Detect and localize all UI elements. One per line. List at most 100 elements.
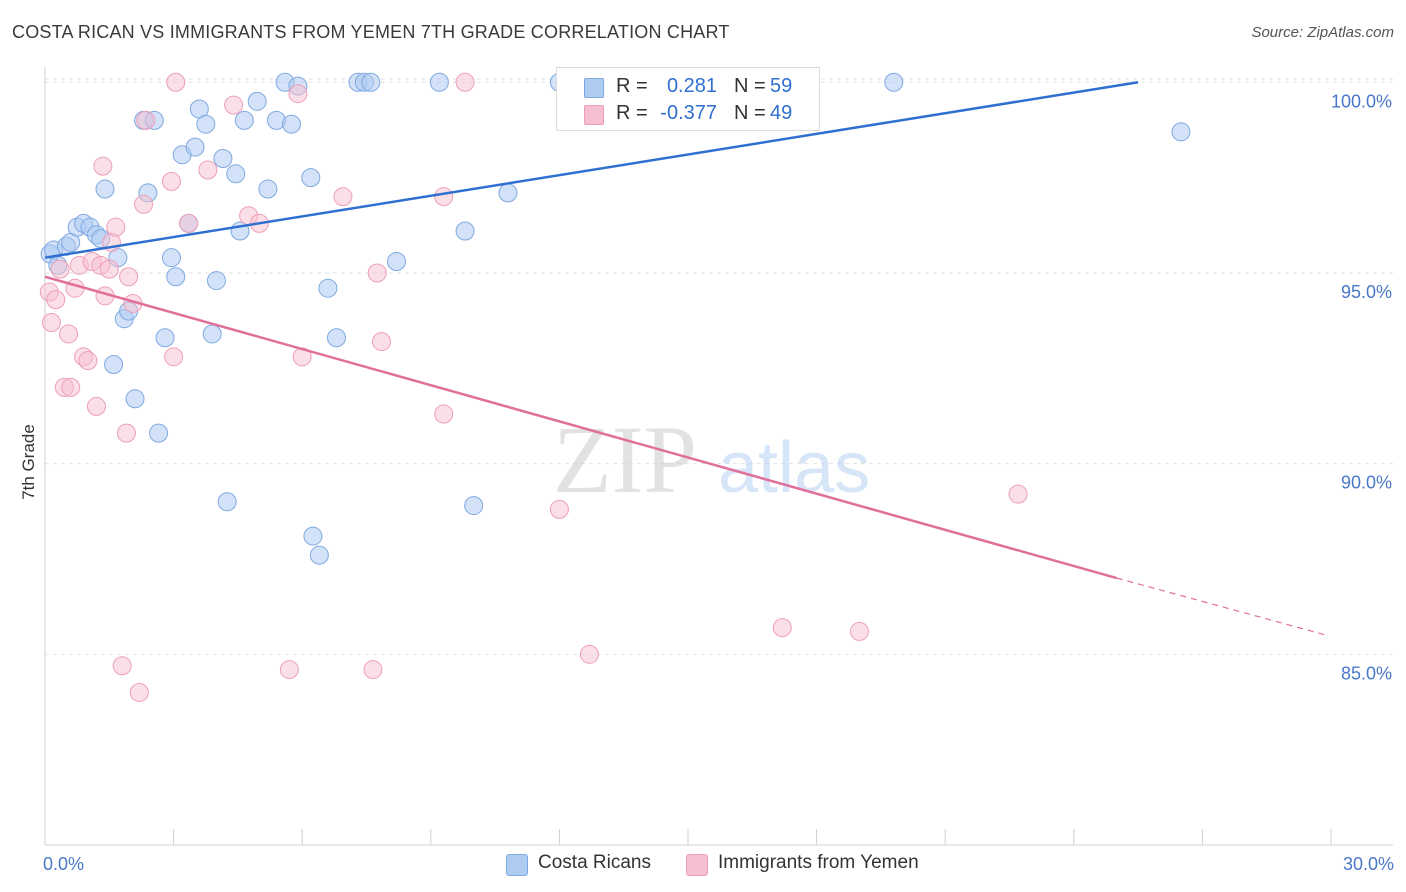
- data-point-costa-ricans: [455, 221, 475, 241]
- legend-r-value: 0.281: [666, 75, 717, 97]
- data-point-costa-ricans: [884, 72, 904, 92]
- watermark: ZIP atlas: [553, 406, 870, 513]
- data-point-yemen: [61, 377, 81, 397]
- legend-r-label: R =: [616, 102, 648, 124]
- data-point-yemen: [166, 72, 186, 92]
- data-point-costa-ricans: [226, 164, 246, 184]
- data-point-costa-ricans: [498, 183, 518, 203]
- data-point-costa-ricans: [258, 179, 278, 199]
- axes: [44, 67, 1393, 846]
- bottom-legend-swatch-blue: [506, 854, 528, 876]
- data-point-costa-ricans: [149, 423, 169, 443]
- data-point-costa-ricans: [213, 149, 233, 169]
- trend-line-yemen: [44, 275, 1118, 580]
- data-point-yemen: [849, 621, 869, 641]
- legend-swatch-blue: [584, 78, 604, 98]
- y-tick-label: 85.0%: [1341, 663, 1392, 683]
- data-point-costa-ricans: [166, 267, 186, 287]
- data-point-yemen: [86, 396, 106, 416]
- legend-n-label: N =: [734, 102, 766, 124]
- y-tick-label: 95.0%: [1341, 282, 1392, 302]
- bottom-legend-swatch-pink: [686, 854, 708, 876]
- legend-row-costa-ricans: R = 0.281 N = 59: [557, 73, 819, 101]
- trend-lines: [44, 81, 1327, 636]
- data-point-costa-ricans: [155, 328, 175, 348]
- data-point-yemen: [363, 660, 383, 680]
- bottom-legend-label: Costa Ricans: [538, 852, 651, 873]
- source-label: Source: ZipAtlas.com: [1251, 24, 1394, 41]
- series-costa-ricans: [40, 72, 1191, 565]
- watermark-atlas: atlas: [718, 428, 870, 508]
- data-point-yemen: [112, 656, 132, 676]
- data-point-yemen: [1008, 484, 1028, 504]
- data-point-costa-ricans: [206, 271, 226, 291]
- data-point-yemen: [93, 156, 113, 176]
- tick-labels: 7th Grade 85.0% 90.0% 95.0% 100.0% 0.0% 30.0%: [19, 91, 1394, 874]
- data-point-yemen: [367, 263, 387, 283]
- data-point-costa-ricans: [281, 114, 301, 134]
- data-point-yemen: [333, 187, 353, 207]
- data-point-costa-ricans: [464, 496, 484, 516]
- grid: [45, 78, 1393, 655]
- data-point-yemen: [372, 332, 392, 352]
- legend-n-value: 49: [770, 102, 793, 124]
- legend-n-label: N =: [734, 75, 766, 97]
- series-immigrants-from-yemen: [39, 72, 1028, 702]
- data-point-yemen: [579, 644, 599, 664]
- data-point-yemen: [106, 217, 126, 237]
- data-point-yemen: [41, 313, 61, 333]
- data-point-yemen: [116, 423, 136, 443]
- legend-r-label: R =: [616, 75, 648, 97]
- data-point-yemen: [455, 72, 475, 92]
- data-point-costa-ricans: [1171, 122, 1191, 142]
- data-point-costa-ricans: [104, 354, 124, 374]
- data-point-costa-ricans: [247, 91, 267, 111]
- data-point-yemen: [78, 351, 98, 371]
- data-point-yemen: [434, 187, 454, 207]
- data-point-costa-ricans: [326, 328, 346, 348]
- data-point-costa-ricans: [361, 72, 381, 92]
- watermark-zip: ZIP: [553, 406, 697, 513]
- data-point-costa-ricans: [309, 545, 329, 565]
- data-point-costa-ricans: [301, 168, 321, 188]
- data-point-yemen: [161, 171, 181, 191]
- data-point-costa-ricans: [303, 526, 323, 546]
- x-tick-label: 30.0%: [1343, 854, 1394, 874]
- data-point-costa-ricans: [387, 252, 407, 271]
- data-point-costa-ricans: [185, 137, 205, 157]
- trend-line-yemen-extension: [1116, 577, 1327, 636]
- data-point-yemen: [59, 324, 79, 344]
- data-point-yemen: [179, 213, 199, 233]
- data-point-costa-ricans: [95, 179, 115, 199]
- data-point-yemen: [198, 160, 218, 180]
- legend-row-yemen: R = -0.377 N = 49: [557, 100, 819, 128]
- chart-title: COSTA RICAN VS IMMIGRANTS FROM YEMEN 7TH…: [12, 22, 730, 42]
- data-point-yemen: [772, 618, 792, 638]
- data-point-costa-ricans: [429, 72, 449, 92]
- legend-r-value: -0.377: [660, 102, 717, 124]
- data-point-yemen: [99, 259, 119, 279]
- data-point-yemen: [434, 404, 454, 424]
- trend-line-costa-ricans: [44, 81, 1139, 259]
- data-point-costa-ricans: [196, 114, 216, 134]
- data-point-yemen: [164, 347, 184, 367]
- legend: R = 0.281 N = 59 R = -0.377 N = 49: [556, 67, 820, 131]
- x-tick-label: 0.0%: [43, 854, 84, 874]
- data-point-costa-ricans: [125, 389, 145, 409]
- data-point-costa-ricans: [318, 278, 338, 298]
- y-axis-label: 7th Grade: [19, 424, 38, 500]
- data-point-yemen: [50, 259, 70, 279]
- bottom-legend-label: Immigrants from Yemen: [718, 852, 919, 873]
- data-point-costa-ricans: [161, 248, 181, 268]
- data-point-costa-ricans: [217, 492, 237, 512]
- y-tick-label: 90.0%: [1341, 473, 1392, 493]
- data-point-costa-ricans: [234, 110, 254, 130]
- data-point-yemen: [46, 290, 66, 310]
- legend-swatch-pink: [584, 105, 604, 125]
- data-point-yemen: [136, 110, 156, 130]
- legend-n-value: 59: [770, 75, 793, 97]
- data-point-yemen: [279, 660, 299, 680]
- data-point-yemen: [549, 499, 569, 519]
- data-point-yemen: [129, 682, 149, 702]
